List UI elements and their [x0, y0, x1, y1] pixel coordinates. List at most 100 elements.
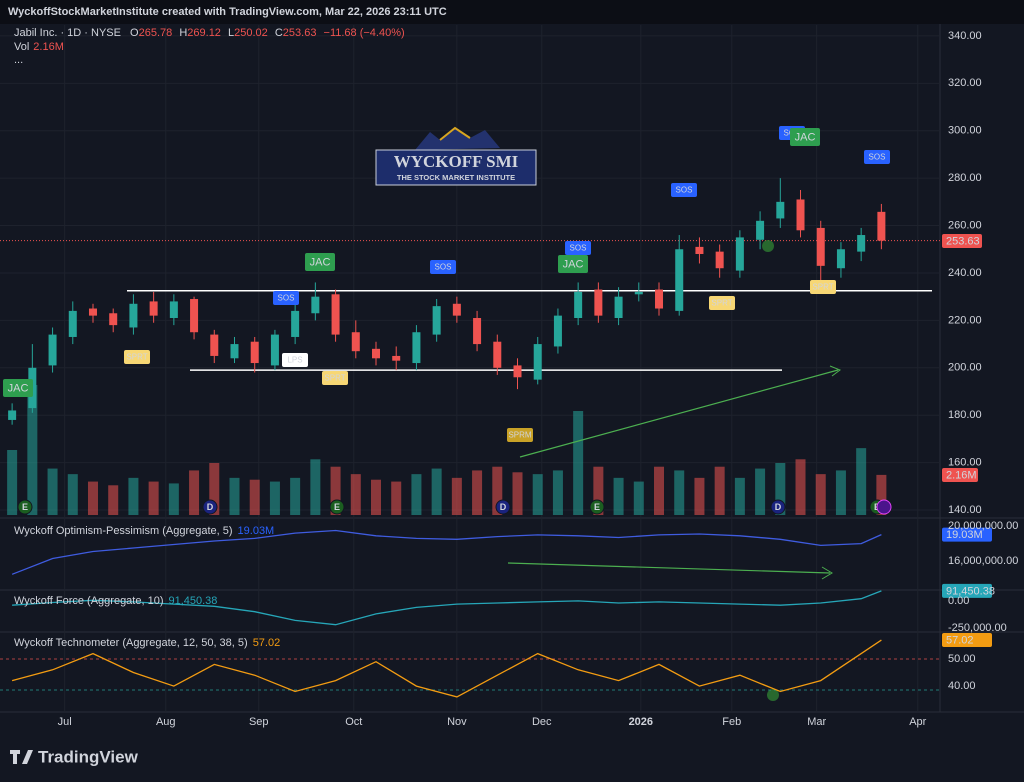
- volume-bar: [593, 466, 604, 515]
- candle-body: [210, 334, 219, 356]
- event-badge: [329, 499, 345, 515]
- candle-body: [796, 199, 805, 231]
- y-tick-label: 220.00: [948, 314, 982, 326]
- candle-body: [735, 237, 744, 271]
- highlight-circle: [767, 689, 779, 701]
- volume-bar: [431, 468, 442, 515]
- volume-bar: [148, 481, 159, 515]
- annotation-badge: [790, 128, 820, 146]
- annotation-label: SOS: [570, 244, 587, 253]
- x-tick-label: Sep: [249, 716, 269, 728]
- volume-bar: [815, 474, 826, 515]
- candle-body: [392, 355, 401, 361]
- candle-body: [169, 301, 178, 319]
- x-tick-label: Jul: [58, 716, 72, 728]
- candle-body: [291, 310, 300, 337]
- annotation-label: SPRM: [508, 431, 531, 440]
- volume-bar: [249, 479, 260, 515]
- candle-body: [331, 294, 340, 335]
- candle-body: [190, 299, 199, 333]
- event-badge: [495, 499, 511, 515]
- volume-bar: [775, 463, 786, 515]
- x-tick-label: Mar: [807, 716, 826, 728]
- volume-bar: [168, 483, 179, 515]
- volume-bar: [654, 466, 665, 515]
- indicator-value-box: [942, 527, 992, 542]
- o-letter: O: [130, 27, 139, 39]
- caption: WyckoffStockMarketInstitute created with…: [8, 6, 447, 18]
- brand-icon: [10, 750, 33, 764]
- candle-body: [533, 344, 542, 380]
- volume-bar: [552, 470, 563, 515]
- annotation-label: SPRT: [126, 353, 147, 362]
- grid: [0, 25, 940, 712]
- candle-body: [109, 313, 118, 326]
- logo-ridge: [439, 126, 471, 141]
- annotation-badge: [282, 353, 308, 367]
- annotation-badge: [558, 255, 588, 273]
- annotation-badge: [3, 379, 33, 397]
- candle-body: [877, 211, 886, 241]
- indicator-value-label: 91,450.38: [946, 585, 995, 597]
- volume-bar: [492, 466, 503, 515]
- volume-bar: [67, 474, 78, 515]
- x-tick-label: Apr: [909, 716, 926, 728]
- annotation-badge: [671, 183, 697, 197]
- event-label: D: [775, 502, 782, 512]
- volume-bar: [573, 411, 584, 515]
- high-value: 269.12: [187, 27, 221, 39]
- volume-bar: [674, 470, 685, 515]
- indicator-name: Wyckoff Technometer (Aggregate, 12, 50, …: [14, 637, 248, 649]
- candles: [8, 178, 886, 425]
- l-letter: L: [228, 27, 234, 39]
- event-label: E: [22, 502, 28, 512]
- y-tick-label: 20,000,000.00: [948, 520, 1018, 532]
- event-badge: [589, 499, 605, 515]
- event-label: D: [500, 502, 507, 512]
- candle-body: [776, 201, 785, 219]
- candle-body: [493, 341, 502, 368]
- y-tick-label: 240.00: [948, 267, 982, 279]
- logo-subtitle: THE STOCK MARKET INSTITUTE: [397, 173, 515, 182]
- candle-body: [614, 296, 623, 319]
- symbol: Jabil Inc. · 1D · NYSE: [14, 27, 121, 39]
- candle-body: [473, 318, 482, 345]
- annotation-badge: [709, 296, 735, 310]
- y-tick-label: 40.00: [948, 680, 976, 692]
- trend-arrow: [507, 562, 831, 574]
- volume-bar: [391, 481, 402, 515]
- trend-arrow: [519, 369, 839, 458]
- annotation-label: JAC: [563, 258, 584, 270]
- volume-bar: [694, 477, 705, 515]
- volume-bar: [512, 472, 523, 515]
- volume-bar: [755, 468, 766, 515]
- y-tick-label: 280.00: [948, 172, 982, 184]
- candle-body: [372, 348, 380, 359]
- arrow-head: [821, 566, 833, 580]
- candle-body: [250, 341, 259, 364]
- indicator-line: [11, 529, 882, 575]
- logo-box: [375, 149, 537, 186]
- candle-body: [48, 334, 57, 366]
- event-label: E: [334, 502, 340, 512]
- candle-body: [311, 296, 320, 314]
- volume-label: 2.16M: [946, 469, 977, 481]
- candle-body: [149, 301, 158, 316]
- open-value: 265.78: [139, 27, 173, 39]
- annotation-label: SOS: [676, 186, 693, 195]
- candle-body: [857, 235, 866, 252]
- logo-title: WYCKOFF SMI: [394, 152, 519, 171]
- candle-body: [270, 334, 279, 366]
- logo: WYCKOFF SMI THE STOCK MARKET INSTITUTE: [375, 126, 537, 186]
- indicator-title: Wyckoff Force (Aggregate, 10) 91,450.38: [14, 595, 217, 607]
- candle-body: [351, 332, 360, 352]
- x-tick-label: 2026: [629, 716, 653, 728]
- indicator-value-box: [942, 583, 992, 598]
- indicator-value-label: 19.03M: [946, 529, 983, 541]
- brand-name: TradingView: [38, 747, 139, 766]
- event-label: D: [207, 502, 214, 512]
- annotation-badge: [810, 280, 836, 294]
- volume-bar: [350, 474, 361, 515]
- annotation-label: SOS: [869, 153, 886, 162]
